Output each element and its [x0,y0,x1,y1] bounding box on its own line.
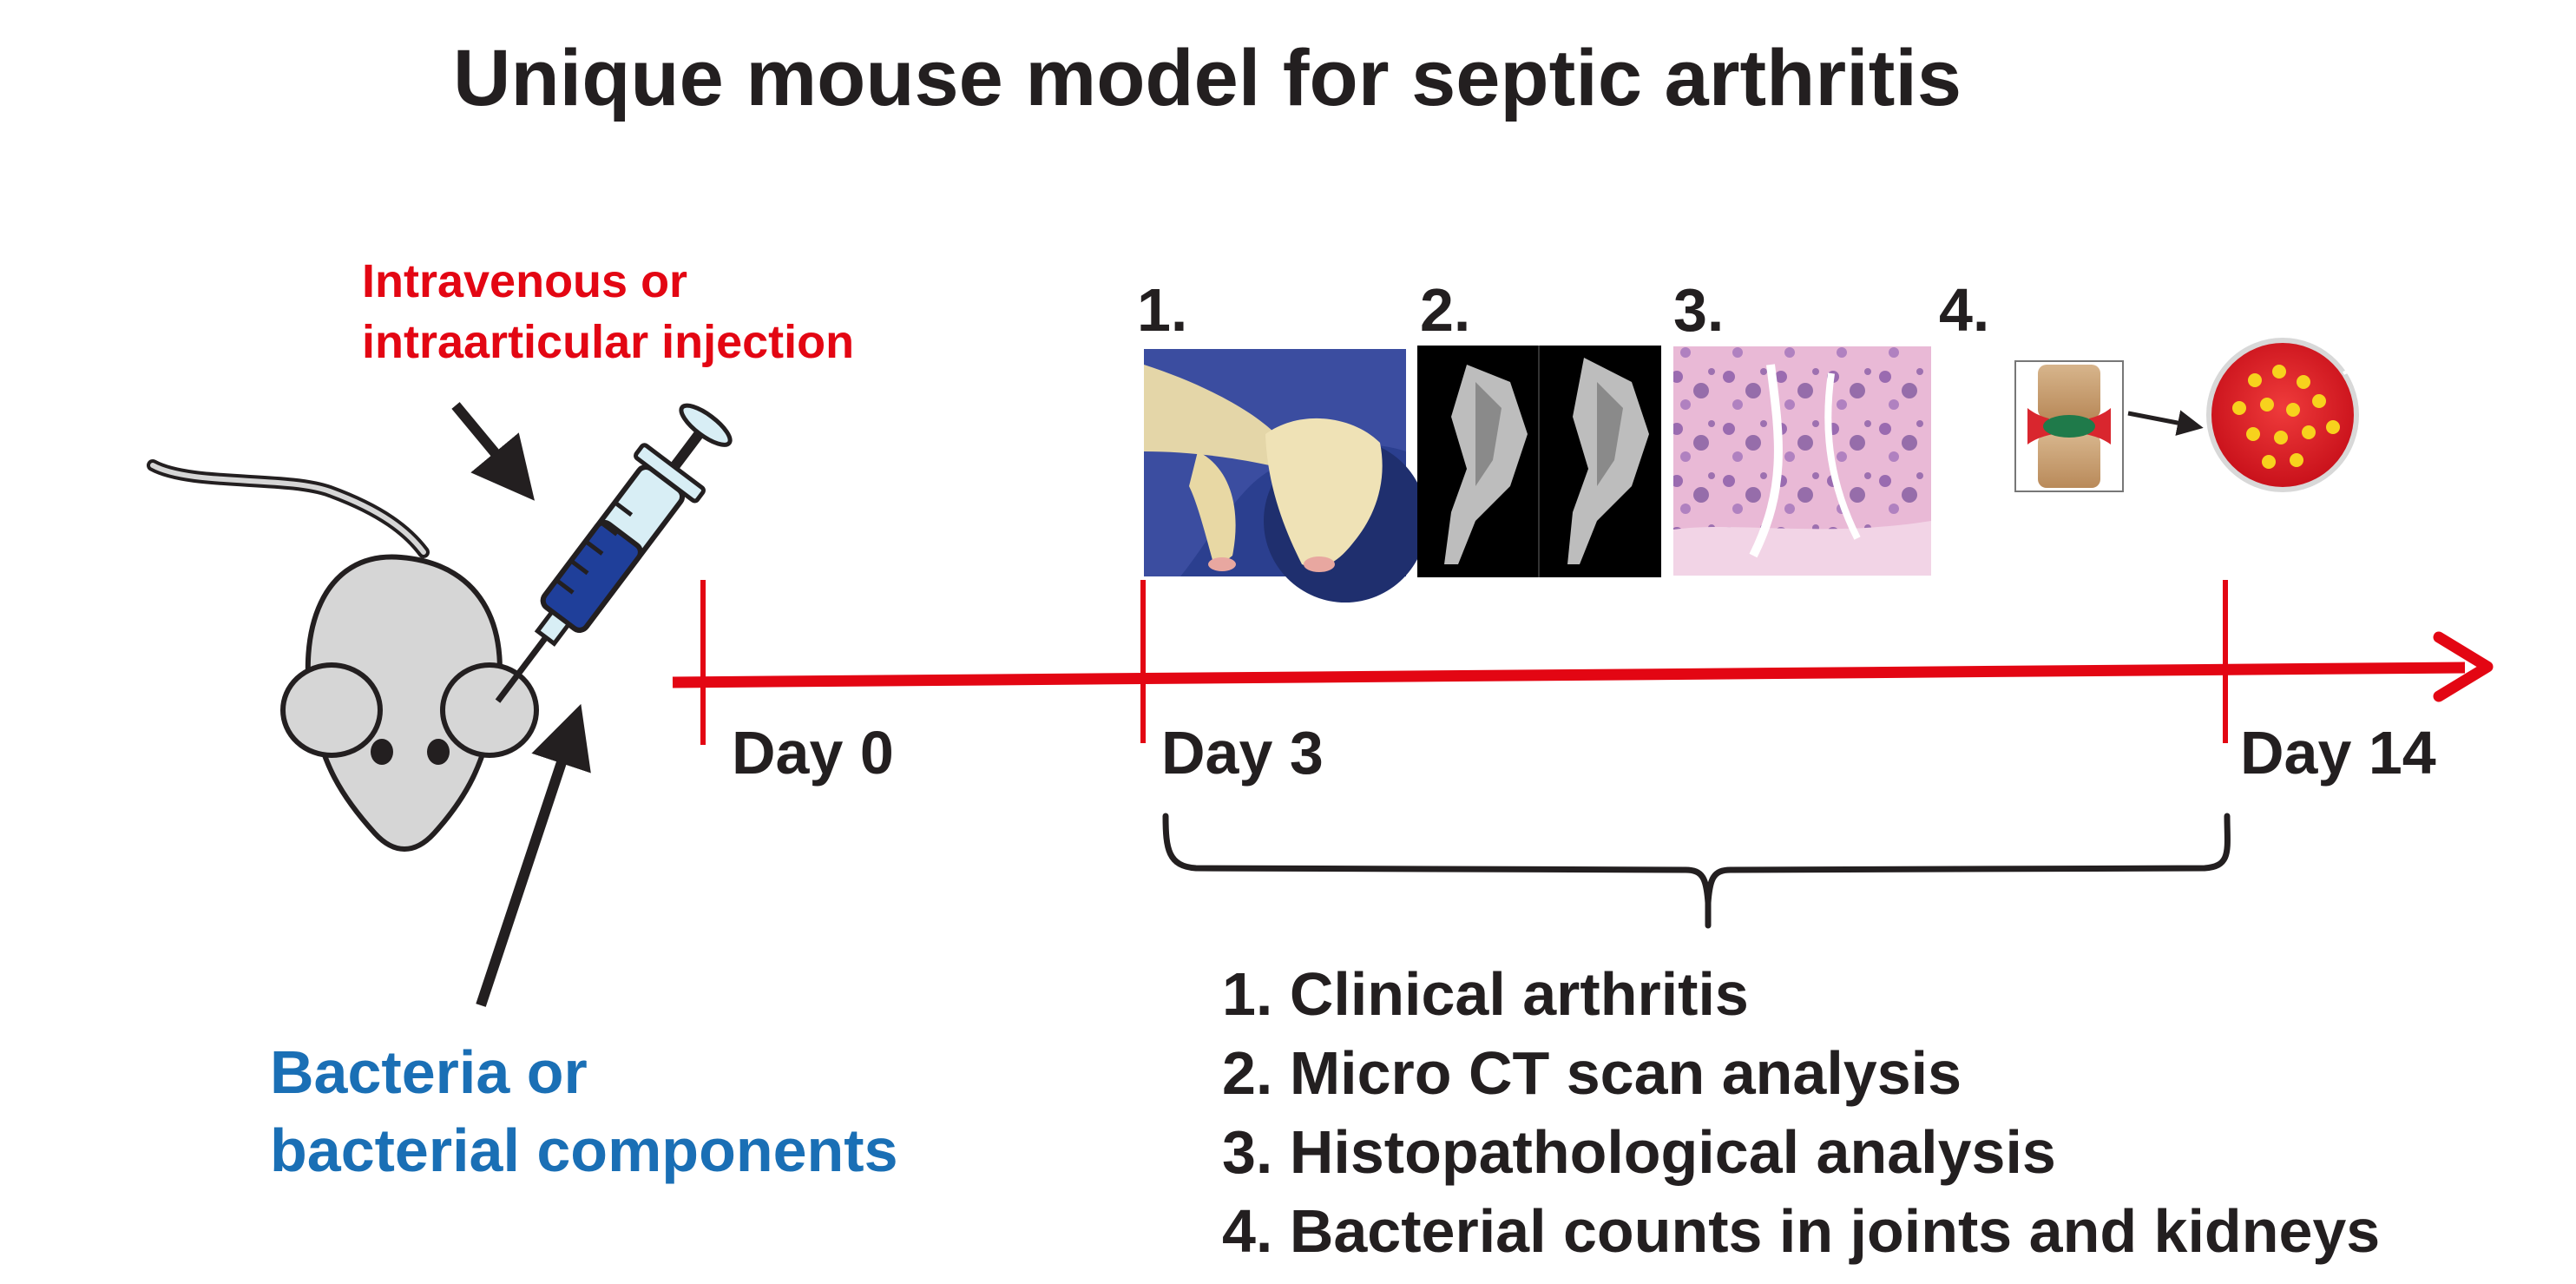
outcome-brace [1162,813,2231,906]
panel-number-4: 4. [1939,276,1990,344]
panel-number-1: 1. [1137,276,1188,344]
day3-label: Day 3 [1161,719,1324,787]
petri-dish-icon [2206,338,2377,492]
histology-image [1673,346,1931,576]
outcome-item-4: 4. Bacterial counts in joints and kidney… [1222,1197,2381,1265]
panel-number-2: 2. [1420,276,1471,344]
timeline [672,580,2494,745]
day0-label: Day 0 [732,719,894,787]
bacteria-label-line1: Bacteria or [270,1038,588,1106]
injection-arrow [451,402,535,501]
mouse-icon [147,459,539,852]
outcome-item-1: 1. Clinical arthritis [1222,960,1749,1028]
syringe-icon [495,403,733,703]
day14-label: Day 14 [2240,719,2436,787]
bacteria-label-line2: bacterial components [270,1116,898,1184]
outcome-item-3: 3. Histopathological analysis [1222,1118,2056,1186]
bacteria-arrow [476,703,591,1007]
joint-to-dish-arrow [2127,410,2204,436]
panel-number-3: 3. [1673,276,1725,344]
diagram-title: Unique mouse model for septic arthritis [453,34,1962,122]
outcome-item-2: 2. Micro CT scan analysis [1222,1039,1962,1107]
ct-scan-image [1417,346,1661,577]
injection-label-line2: intraarticular injection [362,316,855,368]
joint-icon [2014,360,2124,492]
injection-label-line1: Intravenous or [362,255,688,307]
paw-photo [1144,349,1427,602]
